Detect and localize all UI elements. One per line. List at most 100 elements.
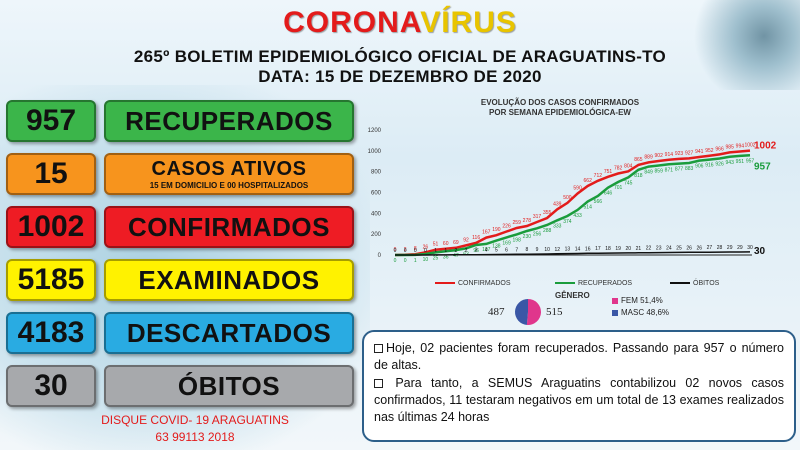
data-label: 433 <box>573 213 582 219</box>
data-label: 2 <box>454 248 457 254</box>
data-label: 957 <box>746 158 755 164</box>
data-label: 1 <box>434 248 437 254</box>
data-label: 13 <box>565 247 571 253</box>
data-label: 1 <box>414 258 417 264</box>
y-tick-label: 200 <box>371 232 382 238</box>
data-label: 701 <box>614 185 623 191</box>
gender-masc-count: 487 <box>488 306 505 318</box>
data-label: 0 <box>394 248 397 254</box>
data-label: 25 <box>433 255 439 261</box>
data-label: 23 <box>656 246 662 252</box>
stat-value: 1002 <box>6 206 96 248</box>
background-eye-graphic <box>680 0 800 90</box>
info-paragraph-2: Para tanto, a SEMUS Araguatins contabili… <box>374 375 784 426</box>
data-label: 167 <box>482 230 491 236</box>
info-paragraph-1: Hoje, 02 pacientes foram recuperados. Pa… <box>374 340 784 374</box>
cases-chart: EVOLUÇÃO DOS CASOS CONFIRMADOS POR SEMANA… <box>360 95 800 315</box>
data-label: 259 <box>513 220 522 226</box>
data-label: 4 <box>485 248 488 254</box>
gender-legend-label: FEM 51,4% <box>621 296 663 305</box>
checkbox-icon <box>374 344 383 353</box>
legend-label: RECUPERADOS <box>578 280 633 287</box>
data-label: 804 <box>624 163 633 169</box>
data-label: 0 <box>394 258 397 264</box>
stat-label: CONFIRMADOS <box>104 206 354 248</box>
data-label: 0 <box>414 248 417 254</box>
legend-label: ÓBITOS <box>693 280 720 287</box>
data-label: 10 <box>544 247 550 253</box>
gender-legend-label: MASC 48,6% <box>621 308 670 317</box>
data-label: 26 <box>686 245 692 251</box>
data-label: 24 <box>666 246 672 252</box>
data-label: 51 <box>433 242 439 248</box>
stat-label-text: CASOS ATIVOS <box>151 158 307 180</box>
stat-label-text: CONFIRMADOS <box>128 211 330 242</box>
y-tick-label: 1200 <box>368 128 382 134</box>
stat-value: 4183 <box>6 312 96 354</box>
data-label: 751 <box>604 169 613 175</box>
data-label: 889 <box>644 154 653 160</box>
data-label: 10 <box>423 257 429 263</box>
series-line-recuperados <box>395 154 751 257</box>
stat-label-text: EXAMINADOS <box>138 264 320 295</box>
data-label: 500 <box>563 195 572 201</box>
data-label: 9 <box>536 247 539 253</box>
data-label: 20 <box>626 246 632 252</box>
data-label: 951 <box>736 159 745 165</box>
legend-label: CONFIRMADOS <box>458 280 511 287</box>
info-box: Hoje, 02 pacientes foram recuperados. Pa… <box>362 330 796 442</box>
data-label: 28 <box>717 245 723 251</box>
data-label: 966 <box>715 146 724 152</box>
data-label: 355 <box>543 210 552 216</box>
data-label: 865 <box>634 157 643 163</box>
data-label: 0 <box>404 248 407 254</box>
data-label: 871 <box>665 167 674 173</box>
data-label: 16 <box>585 246 591 252</box>
data-label: 914 <box>665 152 674 158</box>
data-label: 278 <box>523 218 532 224</box>
y-tick-label: 800 <box>371 170 382 176</box>
data-label: 941 <box>695 149 704 155</box>
data-label: 1002 <box>744 143 755 149</box>
data-label: 22 <box>646 246 652 252</box>
data-label: 439 <box>553 201 562 207</box>
data-label: 646 <box>604 191 613 197</box>
pie-slice-fem <box>526 299 541 325</box>
stat-label-text: ÓBITOS <box>177 370 281 401</box>
data-label: 927 <box>685 150 694 156</box>
bulletin-title: 265º BOLETIM EPIDEMIOLÓGICO OFICIAL DE A… <box>133 47 667 66</box>
data-label: 374 <box>563 219 572 225</box>
data-label: 859 <box>655 169 664 175</box>
series-end-label: 30 <box>754 246 766 257</box>
series-end-label: 957 <box>754 161 771 172</box>
data-label: 566 <box>594 199 603 205</box>
pie-slice-masc <box>515 299 528 325</box>
data-label: 0 <box>404 258 407 264</box>
gender-title: GÊNERO <box>555 291 590 300</box>
data-label: 288 <box>543 228 552 234</box>
stat-value: 5185 <box>6 259 96 301</box>
data-label: 6 <box>505 247 508 253</box>
data-label: 29 <box>737 245 743 251</box>
data-label: 5 <box>495 247 498 253</box>
hotline-phone: 63 99113 2018 <box>155 430 235 444</box>
hotline-title: DISQUE COVID- 19 ARAGUATINS <box>101 413 289 427</box>
gender-pie <box>515 299 541 325</box>
data-label: 8 <box>414 246 417 252</box>
checkbox-icon <box>374 379 383 388</box>
data-label: 107 <box>482 247 491 253</box>
data-label: 18 <box>605 246 611 252</box>
data-label: 317 <box>533 214 542 220</box>
legend-recuperados: RECUPERADOS <box>555 280 632 287</box>
stat-label-text: DESCARTADOS <box>126 317 332 348</box>
data-label: 906 <box>695 164 704 170</box>
data-label: 2 <box>404 247 407 253</box>
info-text-1: Hoje, 02 pacientes foram recuperados. Pa… <box>374 341 784 372</box>
data-label: 818 <box>634 173 643 179</box>
series-line-confirmados <box>394 149 751 257</box>
data-label: 333 <box>553 223 562 229</box>
data-label: 190 <box>492 227 501 233</box>
data-label: 3 <box>475 248 478 254</box>
y-tick-label: 1000 <box>368 149 382 155</box>
